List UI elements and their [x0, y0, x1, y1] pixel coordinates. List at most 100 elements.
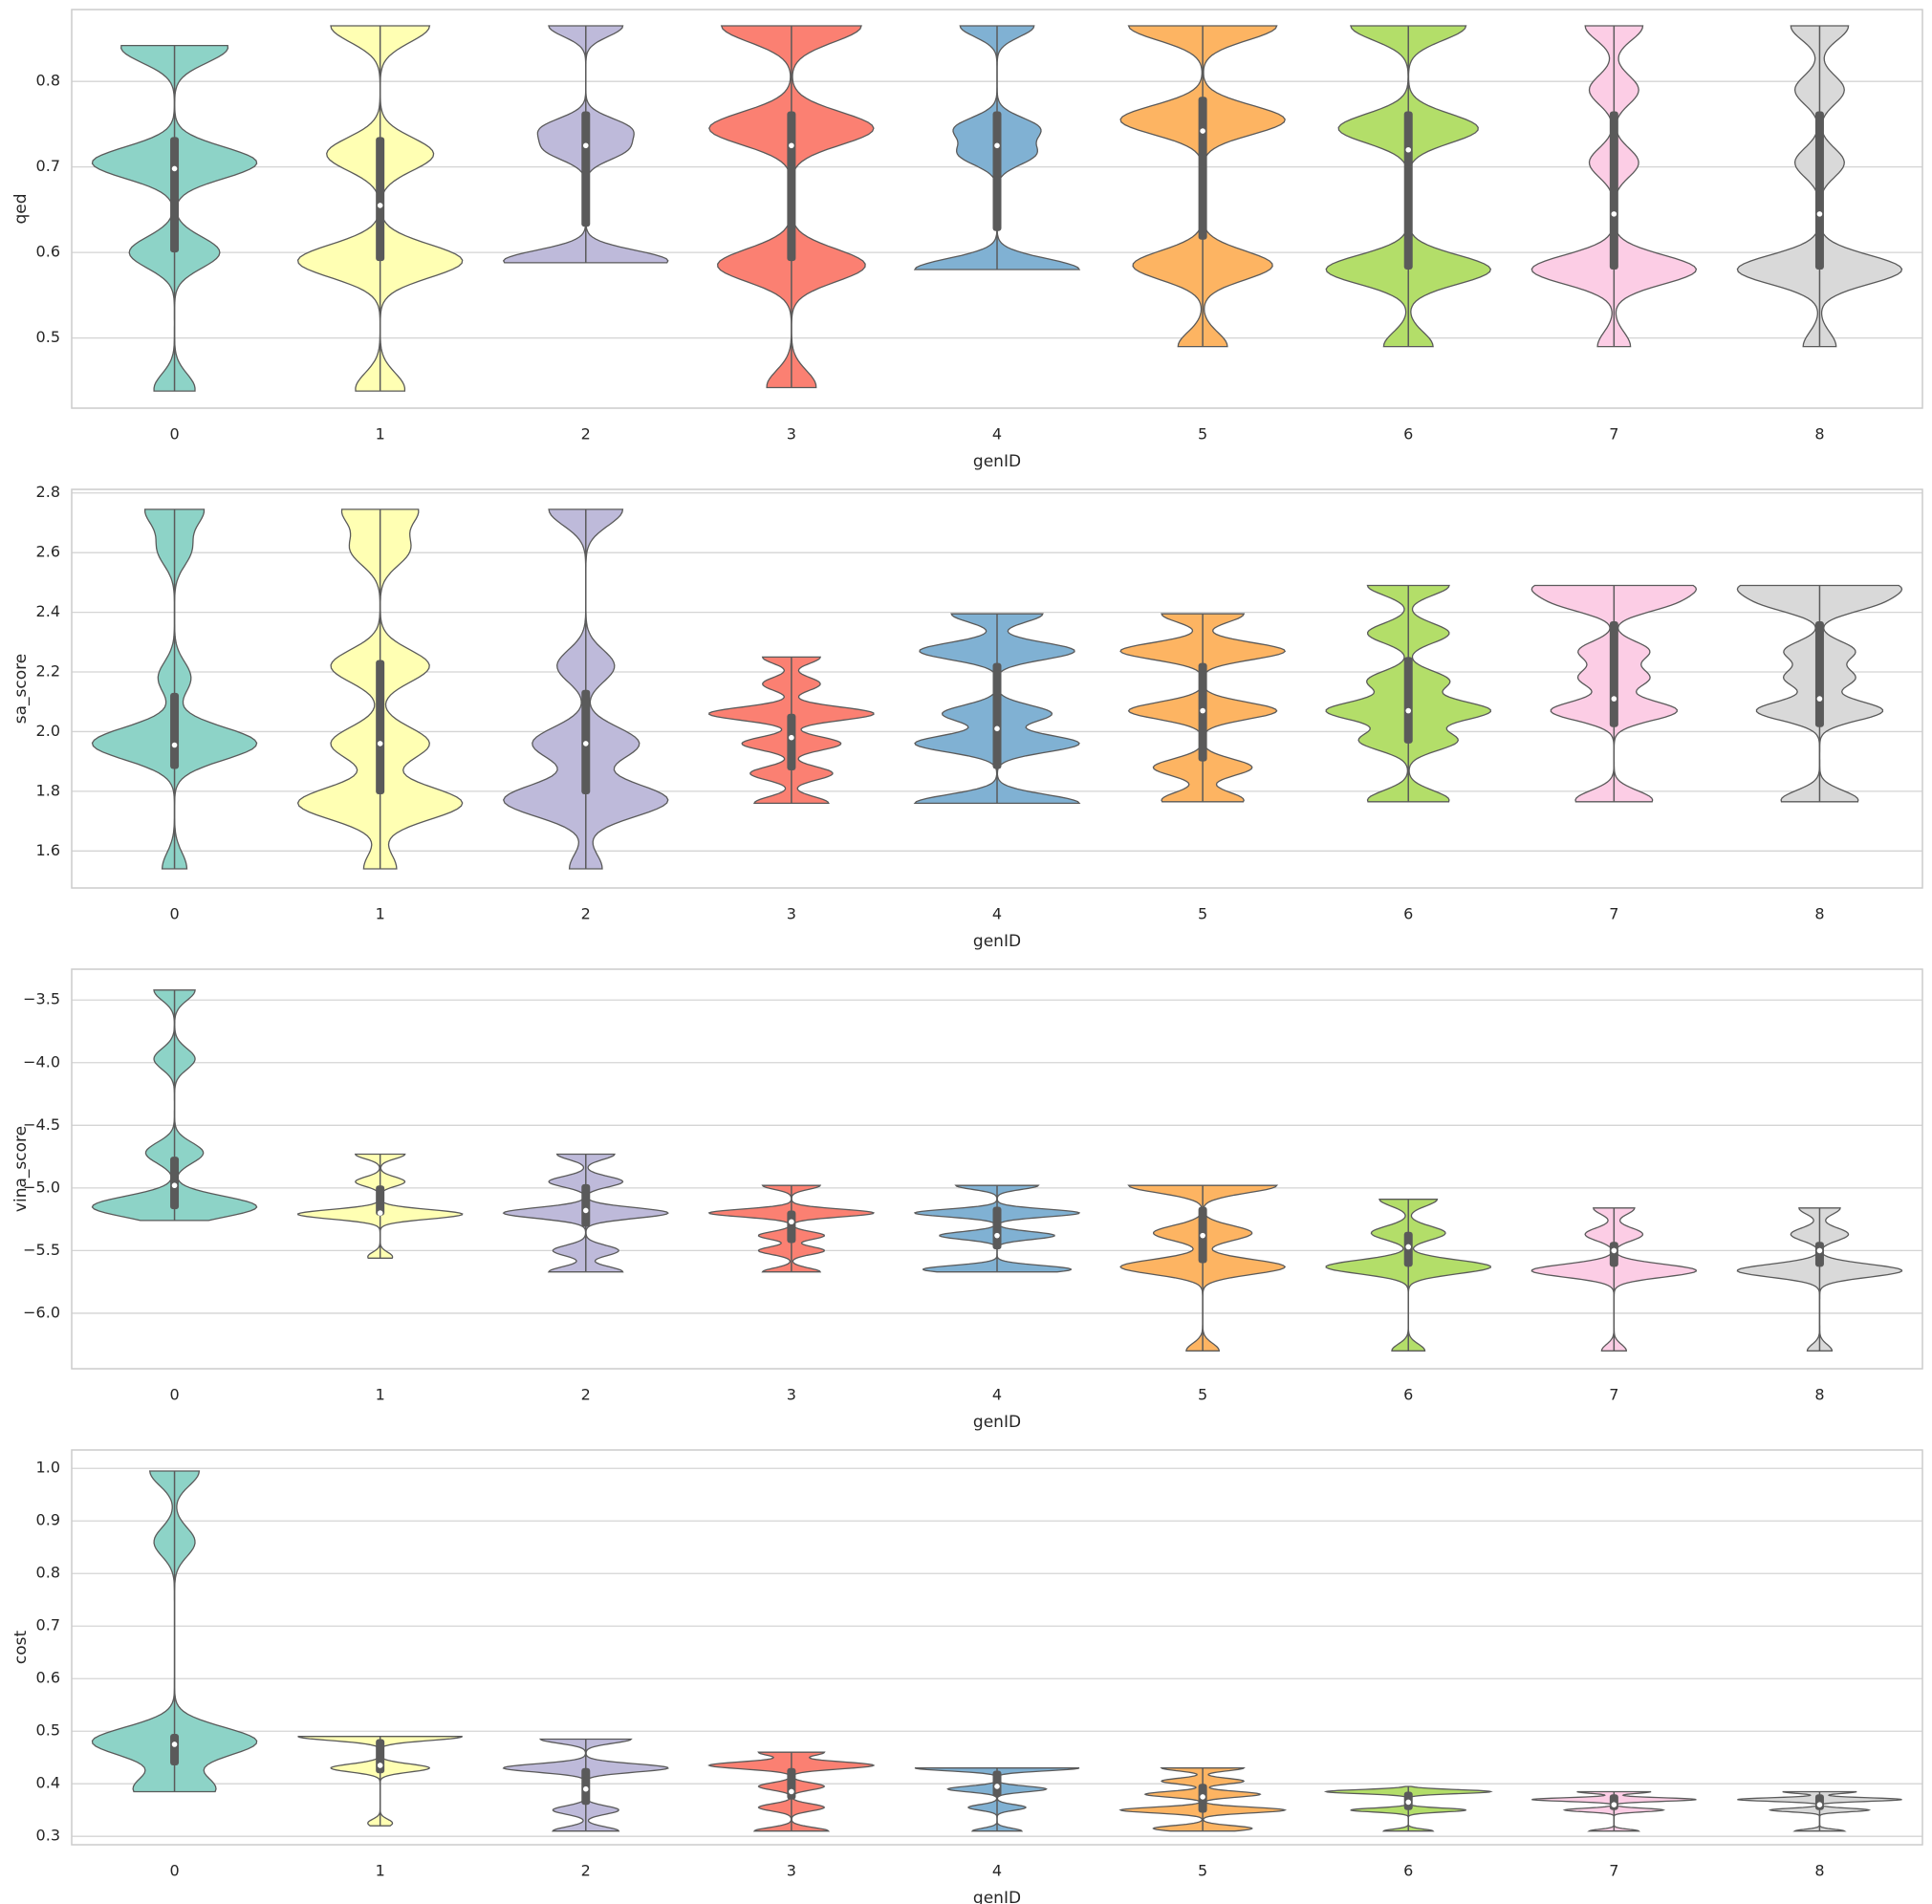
median [582, 142, 589, 149]
median [994, 1784, 1000, 1789]
median [1200, 1232, 1205, 1239]
quartile-box [787, 713, 796, 771]
x-tick-label: 7 [1609, 905, 1618, 923]
x-tick-label: 1 [376, 1862, 385, 1880]
quartile-box [787, 1210, 796, 1244]
x-axis-label: genID [973, 1889, 1021, 1904]
plot-frame [71, 968, 1923, 1370]
x-tick-label: 1 [376, 1386, 385, 1404]
quartile-box [992, 662, 1002, 769]
x-axis-label: genID [973, 1413, 1021, 1432]
median [789, 1219, 794, 1225]
x-tick-label: 6 [1403, 905, 1413, 923]
median [377, 203, 383, 208]
median [171, 742, 178, 748]
y-tick-label: 0.9 [36, 1511, 60, 1529]
x-tick-label: 3 [787, 425, 796, 444]
y-tick-label: 1.8 [36, 781, 60, 799]
median [994, 725, 1000, 732]
median [1200, 128, 1205, 134]
median [377, 1210, 383, 1216]
plot-frame [71, 488, 1923, 889]
median [1611, 211, 1617, 217]
y-axis-label: sa_score [11, 654, 31, 724]
quartile-box [1609, 1242, 1618, 1267]
x-tick-label: 6 [1403, 1862, 1413, 1880]
x-tick-label: 0 [169, 1386, 179, 1404]
median [789, 142, 794, 149]
y-tick-label: 2.4 [36, 602, 60, 620]
median [171, 1182, 178, 1189]
median [1816, 1802, 1823, 1808]
y-tick-label: −5.5 [23, 1241, 60, 1259]
x-tick-label: 3 [787, 1386, 796, 1404]
median [1611, 1247, 1617, 1254]
median [1200, 707, 1205, 714]
quartile-box [1814, 620, 1824, 727]
plot-frame [71, 9, 1923, 409]
y-tick-label: −4.5 [23, 1115, 60, 1134]
y-tick-label: 0.4 [36, 1774, 60, 1792]
y-tick-label: 0.7 [36, 157, 60, 175]
median [1816, 1247, 1823, 1254]
x-tick-label: 2 [581, 1386, 591, 1404]
x-tick-label: 6 [1403, 1386, 1413, 1404]
y-tick-label: 1.0 [36, 1459, 60, 1477]
x-tick-label: 8 [1814, 905, 1824, 923]
y-axis-label: vina_score [11, 1126, 31, 1212]
median [994, 1232, 1000, 1239]
y-tick-label: 0.7 [36, 1616, 60, 1634]
y-tick-label: 2.2 [36, 662, 60, 681]
y-tick-label: 0.8 [36, 72, 60, 90]
y-axis-label: qed [11, 193, 31, 224]
x-tick-label: 5 [1198, 425, 1207, 444]
quartile-box [376, 660, 385, 794]
quartile-box [787, 111, 796, 262]
quartile-box [1609, 111, 1618, 270]
quartile-box [376, 137, 385, 262]
y-tick-label: 0.5 [36, 328, 60, 346]
x-tick-label: 8 [1814, 1386, 1824, 1404]
x-tick-label: 5 [1198, 905, 1207, 923]
y-tick-label: −6.0 [23, 1303, 60, 1321]
median [789, 734, 794, 741]
plot-frame [71, 1449, 1923, 1846]
quartile-box [1403, 111, 1413, 270]
violin-body [1325, 25, 1492, 348]
x-tick-label: 4 [992, 1386, 1002, 1404]
median [789, 1788, 794, 1795]
quartile-box [1403, 657, 1413, 744]
quartile-box [1198, 97, 1207, 240]
quartile-box [170, 1733, 180, 1765]
median [377, 1763, 383, 1768]
median [1611, 1802, 1617, 1808]
x-tick-label: 7 [1609, 1862, 1618, 1880]
quartile-box [581, 111, 591, 227]
x-tick-label: 2 [581, 425, 591, 444]
x-tick-label: 2 [581, 1862, 591, 1880]
median [1405, 1799, 1412, 1806]
quartile-box [170, 692, 180, 769]
x-tick-label: 2 [581, 905, 591, 923]
y-axis-label: cost [11, 1631, 31, 1665]
x-tick-label: 4 [992, 905, 1002, 923]
quartile-box [1814, 111, 1824, 270]
x-tick-label: 3 [787, 905, 796, 923]
x-tick-label: 1 [376, 905, 385, 923]
y-tick-label: 0.3 [36, 1827, 60, 1845]
quartile-box [581, 1183, 591, 1227]
x-tick-label: 0 [169, 425, 179, 444]
x-tick-label: 6 [1403, 425, 1413, 444]
median [1405, 1244, 1412, 1250]
quartile-box [376, 1185, 385, 1216]
y-tick-label: 0.6 [36, 243, 60, 261]
y-tick-label: 2.0 [36, 722, 60, 740]
median [171, 165, 178, 172]
quartile-box [376, 1739, 385, 1774]
x-tick-label: 7 [1609, 1386, 1618, 1404]
median [1611, 696, 1617, 702]
violin-body [1119, 25, 1286, 348]
median [582, 1785, 589, 1792]
x-tick-label: 0 [169, 1862, 179, 1880]
